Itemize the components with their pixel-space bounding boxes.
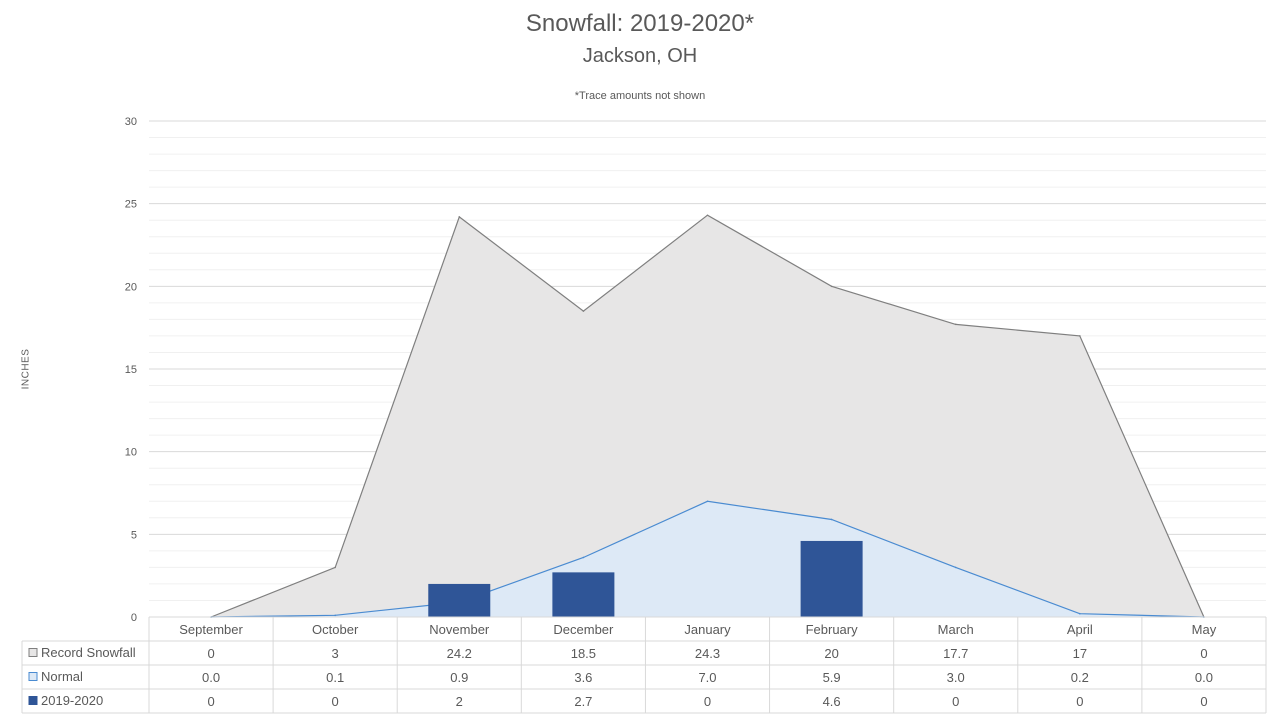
table-cell-value: 0.0 bbox=[202, 670, 220, 685]
x-tick-label: September bbox=[179, 622, 243, 637]
y-axis: 0 5 10 15 20 25 30 bbox=[125, 116, 137, 624]
table-cell-value: 0 bbox=[1200, 694, 1207, 709]
area-point bbox=[458, 216, 461, 218]
area-point bbox=[706, 214, 709, 217]
area-series bbox=[210, 214, 1205, 618]
table-cell-value: 17 bbox=[1073, 646, 1087, 661]
area-point bbox=[954, 566, 957, 569]
table-cell-value: 24.3 bbox=[695, 646, 720, 661]
table-cell-value: 0.0 bbox=[1195, 670, 1213, 685]
legend-key bbox=[28, 672, 38, 681]
bar-november bbox=[428, 583, 491, 617]
legend-key bbox=[28, 648, 38, 657]
area-point bbox=[1079, 612, 1081, 615]
x-tick-label: November bbox=[429, 622, 490, 637]
chart-title: Snowfall: 2019-2020* bbox=[525, 10, 755, 37]
table-cell-value: 0 bbox=[207, 694, 214, 709]
bar-december bbox=[552, 572, 615, 617]
y-tick-label: 0 bbox=[131, 612, 137, 624]
chart-subtitle: Jackson, OH bbox=[582, 45, 698, 67]
y-tick-label: 25 bbox=[125, 199, 137, 211]
table-cell-value: 0 bbox=[704, 694, 711, 709]
y-tick-label: 30 bbox=[125, 116, 137, 128]
x-tick-label: December bbox=[553, 622, 614, 637]
table-cell-value: 3 bbox=[332, 646, 339, 661]
area-point bbox=[830, 518, 833, 521]
table-cell-value: 4.6 bbox=[823, 694, 841, 709]
area-point bbox=[582, 310, 585, 312]
legend-label: Record Snowfall bbox=[41, 645, 136, 660]
y-tick-label: 10 bbox=[125, 447, 137, 459]
x-tick-label: April bbox=[1067, 622, 1093, 637]
table-cell-value: 0 bbox=[952, 694, 959, 709]
table-cell-value: 3.0 bbox=[947, 670, 965, 685]
table-cell-value: 0.9 bbox=[450, 670, 468, 685]
chart-note: *Trace amounts not shown bbox=[574, 90, 706, 102]
table-cell-value: 24.2 bbox=[447, 646, 472, 661]
table-cell-value: 0.2 bbox=[1071, 670, 1089, 685]
area-point bbox=[706, 500, 709, 503]
table-cell-value: 0 bbox=[1076, 694, 1083, 709]
x-tick-label: January bbox=[684, 622, 731, 637]
y-tick-label: 20 bbox=[125, 281, 137, 293]
area-fill-1 bbox=[211, 501, 1204, 617]
table-cell-value: 2.7 bbox=[574, 694, 592, 709]
table-cell-value: 20 bbox=[824, 646, 838, 661]
table-cell-value: 2 bbox=[456, 694, 463, 709]
legend-label: Normal bbox=[41, 669, 83, 684]
data-table: September October November December January F… bbox=[21, 616, 1267, 714]
table-cell-value: 0 bbox=[332, 694, 339, 709]
legend-label: 2019-2020 bbox=[41, 693, 103, 708]
area-point bbox=[334, 614, 336, 617]
table-cell-value: 18.5 bbox=[571, 646, 596, 661]
area-point bbox=[334, 566, 336, 569]
area-point bbox=[582, 556, 585, 559]
bar-series bbox=[428, 540, 863, 617]
table-cell-value: 5.9 bbox=[823, 670, 841, 685]
table-cell-value: 0 bbox=[207, 646, 214, 661]
x-tick-label: February bbox=[806, 622, 859, 637]
x-tick-label: October bbox=[312, 622, 359, 637]
table-cell-value: 17.7 bbox=[943, 646, 968, 661]
table-cell-value: 3.6 bbox=[574, 670, 592, 685]
y-tick-label: 5 bbox=[131, 529, 137, 541]
area-point bbox=[1079, 335, 1081, 337]
legend-key bbox=[28, 696, 38, 705]
area-point bbox=[954, 323, 957, 326]
y-tick-label: 15 bbox=[125, 364, 137, 376]
x-tick-label: March bbox=[938, 622, 974, 637]
table-cell-value: 0.1 bbox=[326, 670, 344, 685]
area-point bbox=[830, 285, 833, 288]
x-tick-label: May bbox=[1192, 622, 1217, 637]
table-cell-value: 0 bbox=[1200, 646, 1207, 661]
bar-february bbox=[800, 540, 863, 617]
table-cell-value: 7.0 bbox=[698, 670, 716, 685]
area-fill-0 bbox=[211, 215, 1204, 617]
